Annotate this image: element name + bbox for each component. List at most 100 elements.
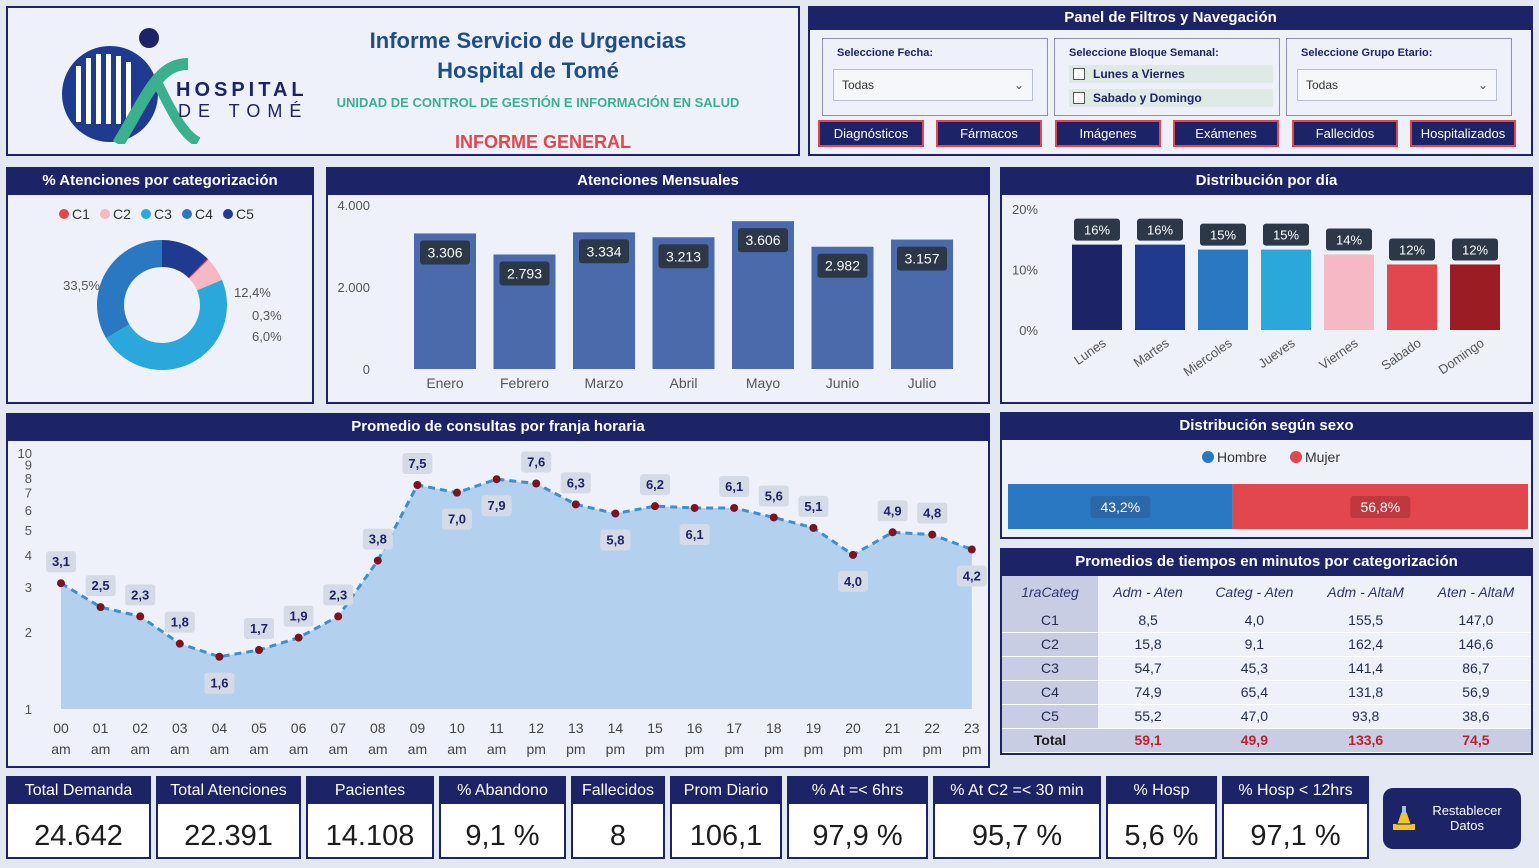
- table-row: C3 54,7 45,3 141,4 86,7: [1002, 656, 1531, 681]
- column-header[interactable]: Aten - AltaM: [1437, 584, 1515, 600]
- table-cell: 93,8: [1310, 704, 1421, 729]
- data-label-bg: [600, 529, 631, 551]
- x-tick-period: am: [130, 741, 149, 757]
- data-label: 15%: [1273, 228, 1299, 243]
- table-cell: C3: [1002, 656, 1098, 681]
- data-label-bg: [877, 500, 908, 522]
- data-label: 3.606: [745, 232, 780, 248]
- donut-label-c4: 33,5%: [63, 278, 100, 293]
- data-label-bg: [917, 502, 948, 524]
- x-tick-hour: 22: [924, 720, 940, 736]
- table-cell: 146,6: [1420, 632, 1531, 657]
- x-tick-period: am: [289, 741, 308, 757]
- legend-marker-mujer: [1290, 451, 1302, 463]
- x-tick-period: am: [51, 741, 70, 757]
- hourly-chart-title: Promedio de consultas por franja horaria: [8, 415, 988, 441]
- day-bar-chart: 0% 10% 20% 16% Lunes 16% Martes 15% Miercoles 15%…: [1012, 202, 1500, 379]
- checkbox-icon[interactable]: [1073, 92, 1085, 104]
- x-tick-period: am: [210, 741, 229, 757]
- nav-diagnosticos-button[interactable]: Diagnósticos: [818, 120, 924, 147]
- kpi-title: % Abandono: [441, 778, 564, 804]
- column-header[interactable]: 1raCateg: [1002, 576, 1098, 608]
- table-header-row: 1raCateg Adm - Aten Categ - Aten Adm - A…: [1002, 576, 1531, 608]
- table-cell: 45,3: [1198, 656, 1311, 681]
- nav-examenes-button[interactable]: Exámenes: [1173, 120, 1279, 147]
- age-select-value: Todas: [1306, 78, 1339, 92]
- x-tick-period: pm: [804, 741, 823, 757]
- x-tick-hour: 16: [687, 720, 703, 736]
- nav-fallecidos-button[interactable]: Fallecidos: [1292, 120, 1398, 147]
- bar-lunes: [1072, 244, 1122, 330]
- monthly-bar-chart: 0 2.000 4.000 3.306 Enero 2.793 Febrero 3.334 Ma…: [337, 198, 953, 391]
- hourly-area-chart: 123456789103,100am2,501am2,302am1,803am1…: [18, 446, 987, 757]
- nav-imagenes-button[interactable]: Imágenes: [1055, 120, 1161, 147]
- x-tick-period: pm: [962, 741, 981, 757]
- x-tick-period: pm: [606, 741, 625, 757]
- table-cell: 147,0: [1420, 608, 1531, 633]
- y-tick-label: 1: [25, 702, 32, 717]
- y-tick-label: 3: [25, 580, 32, 595]
- data-point: [334, 612, 343, 621]
- data-label-bg: [1137, 218, 1183, 241]
- table-total-cell: Total: [1002, 728, 1098, 753]
- data-point: [888, 528, 897, 537]
- y-tick-label: 0: [363, 362, 370, 377]
- column-header[interactable]: Adm - AltaM: [1327, 584, 1404, 600]
- y-tick-label: 10%: [1012, 263, 1038, 278]
- table-cell: 155,5: [1310, 608, 1421, 633]
- x-tick-label: Febrero: [500, 375, 549, 391]
- x-tick-period: pm: [883, 741, 902, 757]
- data-point: [769, 513, 778, 522]
- nav-farmacos-button[interactable]: Fármacos: [936, 120, 1042, 147]
- x-tick-label: Sabado: [1378, 335, 1423, 373]
- hourly-chart-panel: Promedio de consultas por franja horaria…: [6, 413, 990, 768]
- x-tick-label: Lunes: [1071, 335, 1109, 368]
- x-tick-label: Mayo: [746, 375, 780, 391]
- nav-hospitalizados-button[interactable]: Hospitalizados: [1410, 120, 1516, 147]
- monthly-chart-title: Atenciones Mensuales: [328, 169, 988, 195]
- age-select[interactable]: Todas ⌄: [1297, 69, 1497, 101]
- report-title-line1: Informe Servicio de Urgencias: [369, 28, 687, 53]
- x-tick-label: Viernes: [1316, 335, 1361, 373]
- data-label: 3.157: [904, 251, 939, 267]
- x-tick-period: am: [487, 741, 506, 757]
- column-header[interactable]: Categ - Aten: [1215, 584, 1294, 600]
- data-label-bg: [204, 672, 235, 694]
- table-cell: 141,4: [1310, 656, 1421, 681]
- categ-chart-title: % Atenciones por categorización: [8, 169, 312, 195]
- chevron-down-icon: ⌄: [1477, 78, 1488, 92]
- data-point: [849, 550, 857, 559]
- table-total-row: Total 59,1 49,9 133,6 74,5: [1002, 728, 1531, 753]
- reset-data-button[interactable]: Restablecer Datos: [1383, 788, 1521, 849]
- week-option-weekend[interactable]: Sabado y Domingo: [1069, 89, 1273, 107]
- x-tick-label: Abril: [669, 375, 697, 391]
- data-point: [651, 502, 659, 511]
- data-label-bg: [579, 239, 629, 264]
- data-label: 2,5: [92, 578, 110, 593]
- legend-label-hombre: Hombre: [1217, 449, 1267, 465]
- data-label: 1,8: [171, 615, 189, 630]
- logo-text-2: DE TOMÉ: [178, 101, 308, 121]
- times-table-title: Promedios de tiempos en minutos por cate…: [1002, 550, 1531, 576]
- y-tick-label: 2: [25, 625, 32, 640]
- date-select[interactable]: Todas ⌄: [833, 69, 1033, 101]
- table-total-cell: 133,6: [1310, 728, 1421, 753]
- checkbox-icon[interactable]: [1073, 68, 1085, 80]
- week-filter-label: Seleccione Bloque Semanal:: [1069, 47, 1219, 59]
- data-label: 1,9: [290, 609, 308, 624]
- data-label-bg: [1090, 496, 1151, 518]
- data-label-bg: [1350, 496, 1411, 518]
- x-tick-label: Enero: [426, 375, 464, 391]
- data-point: [611, 509, 620, 518]
- data-label-bg: [1074, 218, 1120, 241]
- kpi-card: Total Atenciones 22.391: [156, 776, 301, 859]
- week-option-weekdays[interactable]: Lunes a Viernes: [1069, 65, 1273, 83]
- data-label: 2,3: [131, 587, 149, 602]
- table-cell: 86,7: [1420, 656, 1531, 681]
- x-tick-period: pm: [724, 741, 743, 757]
- x-tick-period: am: [447, 741, 466, 757]
- column-header[interactable]: Adm - Aten: [1113, 584, 1183, 600]
- table-row: C1 8,5 4,0 155,5 147,0: [1002, 608, 1531, 633]
- data-label: 6,1: [686, 527, 704, 542]
- data-point: [215, 652, 224, 661]
